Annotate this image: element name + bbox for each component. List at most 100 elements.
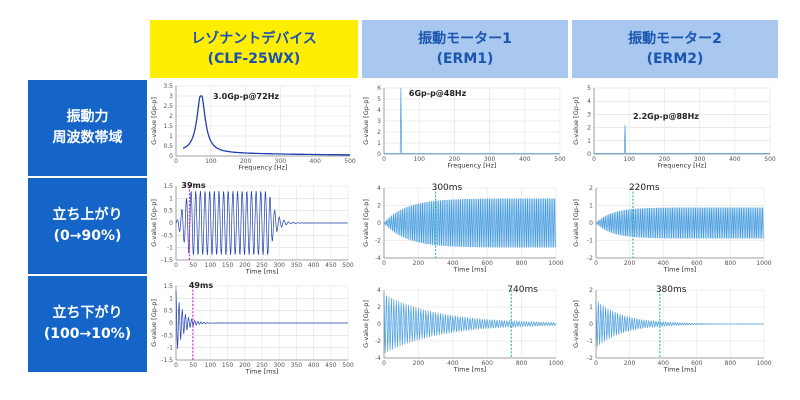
- annotation-label: 740ms: [507, 285, 538, 295]
- x-tick-label: 300: [273, 362, 285, 369]
- x-tick-label: 450: [325, 262, 337, 269]
- y-tick-label: 2: [589, 287, 593, 294]
- x-tick-label: 200: [239, 362, 251, 369]
- x-tick-label: 200: [240, 158, 252, 165]
- y-tick-label: -2: [375, 338, 381, 345]
- annotation-label: 3.0Gp-p@72Hz: [213, 92, 279, 101]
- row-label-line1: 立ち上がり: [52, 207, 123, 223]
- x-tick-label: 600: [691, 260, 703, 267]
- y-tick-label: 0.5: [163, 308, 173, 315]
- y-tick-label: 3: [587, 111, 591, 118]
- x-tick-label: 200: [624, 360, 636, 367]
- x-tick-label: 100: [413, 156, 425, 163]
- series-line: [384, 87, 560, 154]
- y-axis-label: G-value [Gp-p]: [150, 199, 158, 247]
- x-axis-label: Time [ms]: [245, 268, 279, 275]
- y-tick-label: 4: [587, 98, 591, 105]
- y-tick-label: 0: [587, 151, 591, 158]
- row-label-fall-time: 立ち下がり (100→10%): [28, 276, 147, 372]
- x-tick-label: 100: [205, 262, 217, 269]
- chart-rise-erm1: -4 -2 0 2 4 0 200 400 600 800 1000 Time [ms] G-value…: [362, 183, 564, 274]
- row-label-line1: 振動力: [66, 109, 109, 125]
- row-label-line2: (0→90%): [53, 228, 122, 244]
- x-tick-label: 200: [449, 156, 461, 163]
- chart-rise-resonant: -1.5 -1 -0.5 0 0.5 1 1.5 0 50 100 150 200 250 300 350 4…: [150, 181, 354, 275]
- x-tick-label: 600: [481, 360, 493, 367]
- y-tick-label: -1: [167, 345, 173, 352]
- y-tick-label: 0: [169, 220, 173, 227]
- y-tick-label: 1: [377, 140, 381, 147]
- annotation-label: 300ms: [432, 183, 463, 193]
- x-tick-label: 350: [291, 262, 303, 269]
- x-tick-label: 200: [239, 262, 251, 269]
- annotation-label: 49ms: [189, 281, 213, 290]
- x-tick-label: 0: [382, 260, 386, 267]
- x-tick-label: 150: [222, 262, 234, 269]
- y-tick-label: 0: [169, 320, 173, 327]
- y-tick-label: 1: [169, 133, 173, 140]
- x-tick-label: 800: [516, 260, 528, 267]
- y-tick-label: 3.5: [163, 83, 173, 90]
- row-label-frequency-band: 振動力 周波数帯域: [28, 80, 147, 176]
- y-tick-label: 0: [589, 220, 593, 227]
- y-tick-label: 0.5: [163, 143, 173, 150]
- x-tick-label: 400: [657, 360, 669, 367]
- y-tick-label: 2: [587, 125, 591, 132]
- series-line: [595, 300, 764, 347]
- y-tick-label: 1: [587, 138, 591, 145]
- y-tick-label: 4: [377, 287, 381, 294]
- x-tick-label: 300: [484, 156, 496, 163]
- series-line: [175, 190, 348, 256]
- column-header-title: 振動モーター2: [628, 31, 722, 47]
- y-axis-label: G-value [Gp-p]: [362, 97, 370, 145]
- x-tick-label: 500: [342, 262, 354, 269]
- y-axis-label: G-value [Gp-p]: [150, 299, 158, 347]
- x-tick-label: 500: [342, 362, 354, 369]
- x-tick-label: 400: [309, 158, 321, 165]
- x-tick-label: 800: [725, 360, 737, 367]
- y-axis-label: G-value [Gp-p]: [362, 300, 370, 348]
- x-tick-label: 600: [481, 260, 493, 267]
- y-axis-label: G-value [Gp-p]: [572, 199, 580, 247]
- series-line: [595, 207, 764, 239]
- y-tick-label: 2: [377, 203, 381, 210]
- x-axis-label: Time [ms]: [453, 366, 487, 374]
- y-tick-label: 0.5: [163, 208, 173, 215]
- column-header-model: (ERM1): [436, 51, 494, 67]
- y-tick-label: 1: [169, 195, 173, 202]
- series-line: [594, 124, 770, 154]
- y-axis-label: G-value [Gp-p]: [572, 97, 580, 145]
- x-axis-label: Time [ms]: [245, 368, 279, 375]
- x-axis-label: Time [ms]: [453, 266, 487, 274]
- x-tick-label: 0: [594, 260, 598, 267]
- chart-fall-erm1: -4 -2 0 2 4 0 200 400 600 800 1000 Time [ms] G-value…: [362, 285, 564, 374]
- x-axis-label: Time [ms]: [663, 266, 697, 274]
- y-tick-label: 5: [587, 85, 591, 92]
- x-tick-label: 150: [222, 362, 234, 369]
- y-tick-label: -4: [375, 355, 381, 362]
- x-axis-label: Frequency [Hz]: [657, 162, 706, 170]
- series-line: [182, 95, 351, 156]
- x-tick-label: 200: [659, 156, 671, 163]
- series-line: [175, 290, 348, 349]
- annotation-label: 39ms: [181, 181, 205, 190]
- y-tick-label: 5: [377, 96, 381, 103]
- x-tick-label: 100: [205, 362, 217, 369]
- x-tick-label: 1000: [756, 260, 771, 267]
- x-tick-label: 350: [291, 362, 303, 369]
- y-tick-label: -2: [587, 355, 593, 362]
- x-tick-label: 400: [447, 360, 459, 367]
- series-line: [383, 198, 556, 248]
- x-tick-label: 0: [174, 262, 178, 269]
- chart-fall-resonant: -1.5 -1 -0.5 0 0.5 1 1.5 0 50 100 150 200 250 300 350 4…: [150, 281, 354, 375]
- y-tick-label: -0.5: [161, 332, 173, 339]
- chart-rise-erm2: -2 -1 0 1 2 0 200 400 600 800 1000 Time [ms] G-value…: [572, 183, 772, 274]
- y-tick-label: -1.5: [161, 357, 173, 364]
- x-tick-label: 50: [189, 262, 197, 269]
- x-tick-label: 300: [694, 156, 706, 163]
- x-axis-label: Time [ms]: [663, 366, 697, 374]
- column-header-title: 振動モーター1: [418, 31, 512, 47]
- y-tick-label: 3: [377, 118, 381, 125]
- x-tick-label: 500: [344, 158, 356, 165]
- x-tick-label: 200: [624, 260, 636, 267]
